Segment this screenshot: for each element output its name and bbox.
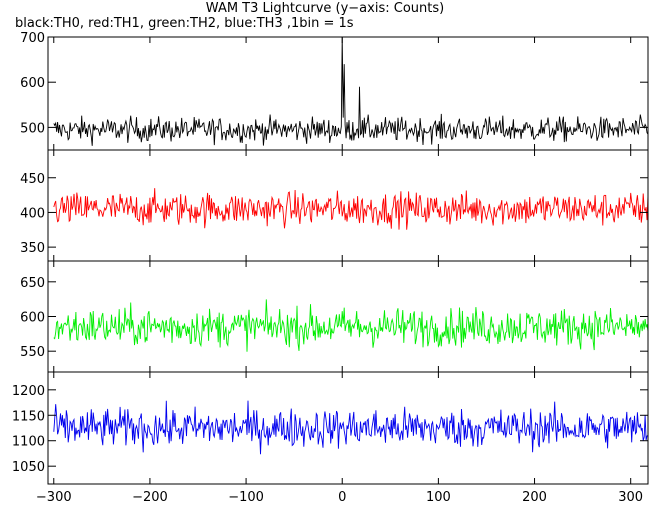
x-tick-label: 100: [426, 490, 451, 505]
y-tick-label: 350: [20, 241, 45, 256]
x-tick-label: −100: [228, 490, 264, 505]
y-tick-label: 450: [20, 172, 45, 187]
chart-title: WAM T3 Lightcurve (y−axis: Counts): [205, 1, 445, 16]
series-th3: [53, 400, 648, 455]
y-tick-label: 650: [20, 276, 45, 291]
x-tick-label: −300: [36, 490, 72, 505]
chart-subtitle: black:TH0, red:TH1, green:TH2, blue:TH3 …: [15, 16, 354, 31]
y-tick-label: 500: [20, 121, 45, 136]
series-th1: [53, 188, 648, 230]
x-tick-label: 200: [522, 490, 547, 505]
series-th2: [53, 299, 648, 352]
x-tick-label: −200: [132, 490, 168, 505]
x-tick-label: 300: [618, 490, 643, 505]
x-tick-label: 0: [338, 490, 346, 505]
y-tick-label: 1150: [12, 409, 45, 424]
y-tick-label: 1100: [12, 435, 45, 450]
y-tick-label: 600: [20, 311, 45, 326]
panel-frame: [47, 260, 649, 373]
y-tick-label: 700: [20, 31, 45, 46]
y-tick-label: 1050: [12, 460, 45, 475]
y-tick-label: 600: [20, 76, 45, 91]
series-th0: [53, 37, 648, 146]
y-tick-label: 1200: [12, 384, 45, 399]
y-tick-label: 550: [20, 345, 45, 360]
y-tick-label: 400: [20, 206, 45, 221]
panel-frame: [47, 371, 649, 485]
